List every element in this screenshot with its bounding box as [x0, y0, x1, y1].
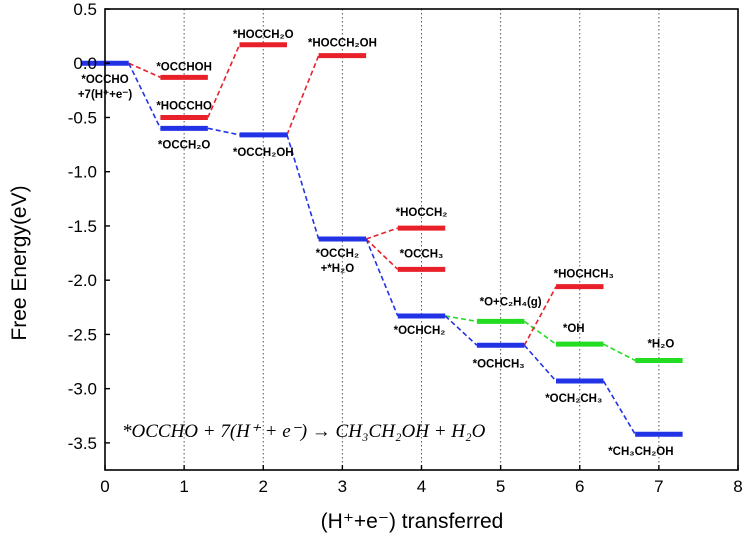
state-label-L5a: *O+C₂H₄(g)	[480, 296, 542, 308]
connector-L3b-L4a	[365, 227, 399, 240]
connector-L1b-L2a	[207, 44, 241, 118]
x-tick-label: 1	[179, 477, 188, 496]
x-tick-label: 2	[259, 477, 268, 496]
x-tick-label: 5	[496, 477, 505, 496]
y-tick-label: 0.5	[73, 0, 97, 19]
y-tick-label: -1.5	[68, 217, 97, 236]
x-tick-label: 3	[338, 477, 347, 496]
state-label-L2b: *OCCH₂OH	[233, 147, 294, 159]
y-tick-label: 0.0	[73, 54, 97, 73]
state-label-L5b: *OCHCH₃	[473, 358, 525, 370]
state-label-L0: *OCCHO +7(H⁺+e⁻)	[78, 74, 132, 101]
reaction-equation: *OCCHO + 7(H⁺ + e⁻) → CH₃CH₂OH + H₂O	[122, 421, 486, 442]
state-label-L4a: *HOCCH₂	[396, 207, 448, 219]
y-tick-label: -3.0	[68, 380, 97, 399]
connector-L5a-L6b	[523, 320, 557, 345]
state-label-L1c: *OCCH₂O	[158, 139, 210, 151]
connector-L3b-L4c	[365, 238, 399, 317]
connector-L2b-L3a	[286, 55, 320, 136]
y-tick-label: -2.5	[68, 325, 97, 344]
state-label-L1b: *HOCCHO	[156, 100, 212, 112]
state-label-L1a: *OCCHOH	[156, 61, 212, 73]
state-label-L6a: *HOCHCH₃	[554, 269, 614, 281]
state-label-L6c: *OCH₂CH₃	[545, 393, 602, 405]
y-axis-title: Free Energy(eV)	[8, 185, 31, 340]
x-tick-label: 4	[417, 477, 426, 496]
state-label-L3b: *OCCH₂ +*H₂O	[316, 248, 359, 275]
state-label-L2a: *HOCCH₂O	[233, 29, 294, 41]
state-label-L4c: *OCHCH₂	[394, 325, 446, 337]
x-tick-label: 8	[733, 477, 742, 496]
state-label-L7b: *CH₃CH₂OH	[608, 446, 673, 458]
state-labels: *OCCHO +7(H⁺+e⁻) *OCCHOH *HOCCHO *OCCH₂O *HOC…	[78, 29, 675, 458]
connector-L5b-L6c	[523, 344, 557, 382]
state-label-L6b: *OH	[563, 323, 585, 335]
x-axis-title: (H⁺+e⁻) transferred	[321, 510, 504, 533]
connectors	[128, 44, 636, 435]
x-tick-label: 0	[100, 477, 109, 496]
connector-L3b-L4b	[365, 238, 399, 270]
y-tick-label: -0.5	[68, 108, 97, 127]
y-tick-label: -3.5	[68, 434, 97, 453]
axes: 0 1 2 3 4 5 6 7 8 0.5 0.0 -0.5 -1.0 -1.5 -2.0 -2.5 -3.0 -…	[68, 0, 743, 496]
connector-L1c-L2b	[207, 127, 240, 136]
y-tick-label: -2.0	[68, 271, 97, 290]
connector-L0-L1c	[128, 62, 162, 129]
connector-L4c-L5a	[445, 315, 478, 323]
y-tick-label: -1.0	[68, 163, 97, 182]
connector-L4c-L5b	[444, 315, 478, 346]
state-label-L3a: *HOCCH₂OH	[308, 38, 377, 50]
state-label-L7a: *H₂O	[647, 338, 674, 350]
x-tick-label: 6	[575, 477, 584, 496]
state-label-L4b: *OCCH₃	[400, 248, 444, 260]
connector-L6c-L7b	[602, 380, 636, 435]
gridlines	[183, 9, 660, 470]
x-tick-label: 7	[654, 477, 663, 496]
connector-L6b-L7a	[603, 343, 636, 362]
connector-L0-L1a	[128, 62, 161, 79]
connector-L2b-L3b	[286, 134, 320, 240]
connector-L5b-L6a	[523, 286, 557, 346]
